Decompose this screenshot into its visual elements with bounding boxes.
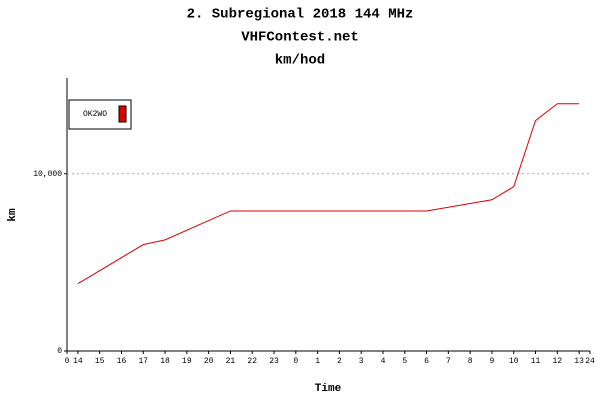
x-tick-label: 10: [509, 357, 519, 366]
x-tick-label: 14: [73, 357, 83, 366]
legend-label: OK2WO: [83, 110, 107, 119]
line: [77, 103, 580, 285]
chart-subtitle: VHFContest.net: [241, 30, 359, 46]
x-tick-label: 8: [468, 357, 473, 366]
legend-swatch: [118, 105, 127, 123]
x-tick-label: 0: [65, 357, 70, 366]
x-axis-label: Time: [315, 383, 342, 395]
x-tick-label: 22: [247, 357, 257, 366]
x-tick-label: 15: [95, 357, 105, 366]
x-tick-label: 17: [138, 357, 148, 366]
x-tick-label: 18: [160, 357, 170, 366]
chart-title: 2. Subregional 2018 144 MHz: [187, 7, 414, 23]
x-tick-label: 5: [402, 357, 407, 366]
x-tick-label: 16: [117, 357, 127, 366]
x-tick-label: 13: [574, 357, 584, 366]
x-tick-label: 12: [553, 357, 563, 366]
x-tick-label: 11: [531, 357, 541, 366]
unit-label: km/hod: [275, 53, 325, 69]
y-tick-label: 0: [57, 347, 62, 356]
x-tick-label: 20: [204, 357, 214, 366]
x-tick-label: 6: [424, 357, 429, 366]
x-tick-label: 23: [269, 357, 279, 366]
x-tick-label: 0: [293, 357, 298, 366]
x-tick-label: 4: [381, 357, 386, 366]
x-tick-label: 19: [182, 357, 192, 366]
x-tick-label: 1: [315, 357, 320, 366]
y-tick-label: 10,000: [33, 170, 62, 179]
x-tick-label: 24: [585, 357, 595, 366]
x-tick-label: 2: [337, 357, 342, 366]
x-tick-label: 7: [446, 357, 451, 366]
y-axis-label: km: [7, 208, 19, 222]
x-tick-label: 3: [359, 357, 364, 366]
x-tick-label: 9: [490, 357, 495, 366]
x-tick-label: 21: [226, 357, 236, 366]
